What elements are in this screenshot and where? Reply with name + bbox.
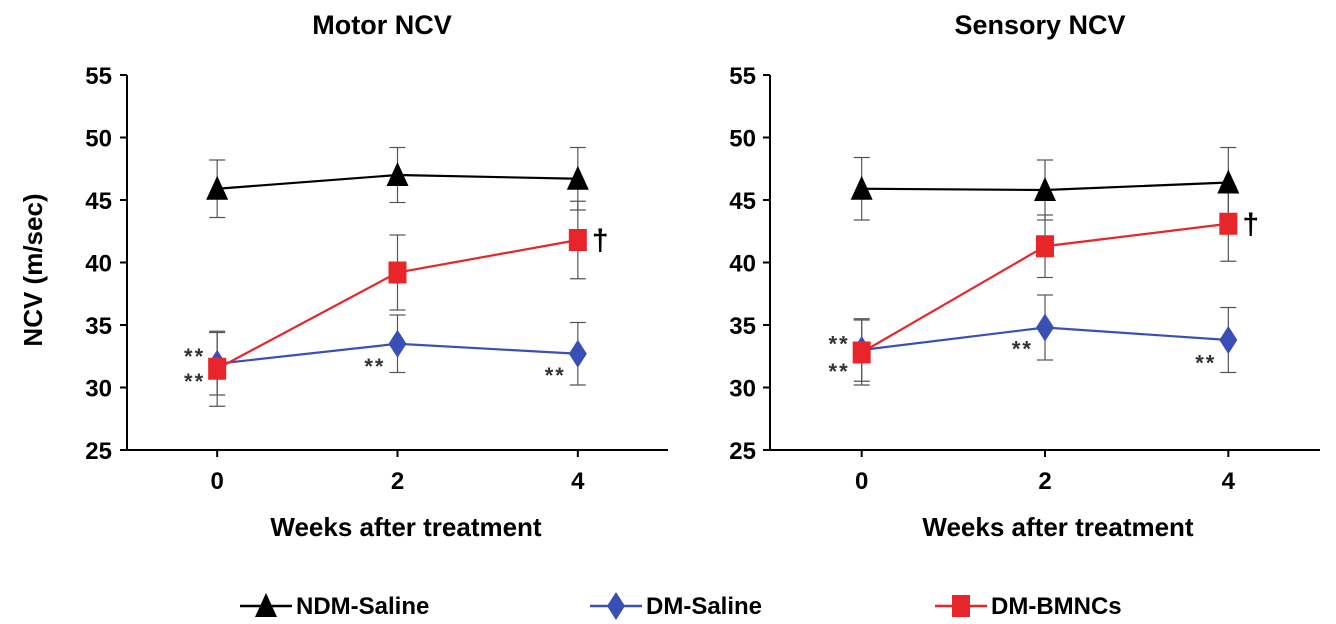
sensory-y-tick-label: 30: [729, 376, 756, 403]
sensory-significance-asterisks: **: [829, 359, 850, 384]
motor-dm-bmncs-point: [208, 357, 227, 380]
sensory-dm-saline-point: [1036, 313, 1054, 342]
sensory-significance-asterisks: **: [829, 332, 850, 357]
motor-significance-asterisks: **: [545, 363, 566, 388]
sensory-significance-dagger: †: [1242, 208, 1259, 241]
sensory-ndm-saline-point: [850, 175, 873, 200]
sensory-x-tick-label: 0: [855, 468, 868, 495]
motor-ncv-title: Motor NCV: [312, 10, 451, 40]
sensory-ncv-panel: Sensory NCV Weeks after treatment 25 30 35…: [729, 10, 1320, 542]
sensory-dm-saline-point: [1219, 326, 1238, 354]
motor-y-tick-label: 50: [85, 126, 112, 153]
sensory-ncv-title: Sensory NCV: [954, 10, 1125, 40]
sensory-y-tick-label: 50: [729, 126, 756, 153]
motor-ndm-saline-point: [206, 175, 229, 200]
sensory-significance-asterisks: **: [1195, 350, 1216, 375]
sensory-y-tick-label: 40: [729, 251, 756, 278]
motor-significance-asterisks: **: [364, 354, 385, 379]
motor-y-tick-label: 25: [85, 438, 112, 465]
legend-ndm-saline-marker: [255, 593, 277, 617]
sensory-y-tick-label: 55: [729, 63, 756, 90]
motor-significance-asterisks: **: [184, 344, 205, 369]
motor-significance-asterisks: **: [184, 369, 205, 394]
sensory-y-tick-label: 45: [729, 188, 756, 215]
legend-dm-bmncs-label: DM-BMNCs: [991, 593, 1122, 620]
motor-ndm-saline-point: [386, 162, 409, 186]
legend-item-dm-bmncs: DM-BMNCs: [935, 593, 1122, 620]
motor-ndm-saline-point: [566, 165, 589, 190]
motor-ncv-panel: Motor NCV NCV (m/sec) Weeks after treatm…: [18, 10, 668, 542]
motor-dm-saline-point: [388, 329, 407, 358]
motor-y-tick-label: 45: [85, 188, 112, 215]
legend-dm-bmncs-marker: [952, 595, 970, 617]
motor-dm-bmncs-point: [388, 261, 407, 284]
legend-ndm-saline-label: NDM-Saline: [296, 593, 429, 620]
motor-y-tick-label: 30: [85, 376, 112, 403]
motor-x-tick-label: 0: [210, 468, 223, 495]
sensory-x-axis-label: Weeks after treatment: [922, 512, 1194, 542]
motor-dm-saline-point: [568, 339, 587, 368]
sensory-ndm-saline-point: [1034, 177, 1056, 201]
sensory-y-tick-label: 35: [729, 313, 756, 340]
motor-x-tick-label: 2: [391, 468, 404, 495]
sensory-dm-bmncs-point: [1219, 212, 1238, 235]
sensory-dm-bmncs-point: [1036, 235, 1054, 258]
motor-x-tick-label: 4: [571, 468, 585, 495]
legend-dm-saline-marker: [607, 592, 625, 620]
sensory-ndm-saline-point: [1217, 169, 1240, 194]
motor-x-axis-label: Weeks after treatment: [270, 512, 542, 542]
sensory-significance-asterisks: **: [1012, 337, 1033, 362]
motor-y-tick-label: 40: [85, 251, 112, 278]
legend: NDM-Saline DM-Saline DM-BMNCs: [240, 592, 1122, 620]
legend-item-ndm-saline: NDM-Saline: [240, 593, 429, 620]
sensory-x-tick-label: 2: [1038, 468, 1051, 495]
motor-significance-dagger: †: [592, 224, 609, 257]
motor-y-tick-label: 35: [85, 313, 112, 340]
legend-dm-saline-label: DM-Saline: [646, 593, 762, 620]
sensory-dm-bmncs-point: [852, 341, 871, 364]
y-axis-label: NCV (m/sec): [18, 193, 48, 346]
motor-dm-bmncs-point: [568, 229, 587, 251]
sensory-y-tick-label: 25: [729, 438, 756, 465]
legend-item-dm-saline: DM-Saline: [590, 592, 762, 620]
motor-y-tick-label: 55: [85, 63, 112, 90]
sensory-x-tick-label: 4: [1222, 468, 1236, 495]
